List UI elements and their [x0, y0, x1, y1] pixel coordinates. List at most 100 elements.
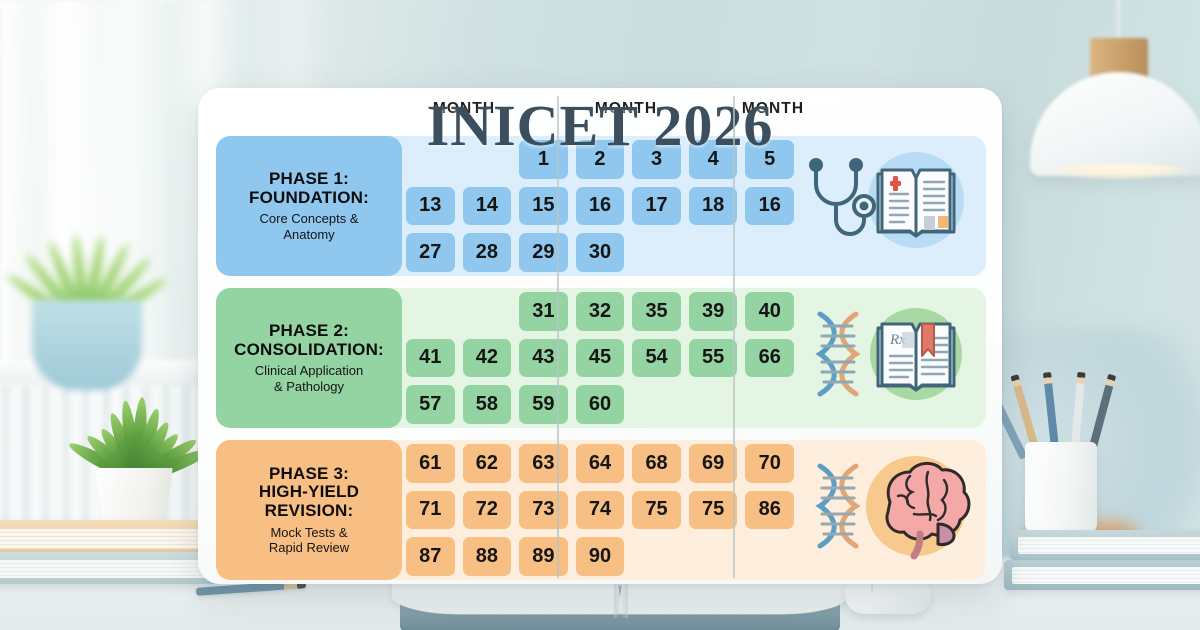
calendar-day-cell[interactable]: 42 — [459, 335, 516, 382]
calendar-day-cell[interactable]: 66 — [741, 335, 798, 382]
calendar-day-cell[interactable]: 86 — [741, 487, 798, 534]
day-chip — [406, 537, 455, 576]
calendar-day-cell[interactable]: 3 — [628, 136, 685, 183]
day-number: 35 — [645, 299, 668, 322]
calendar-day-cell[interactable]: 18 — [685, 183, 742, 230]
day-chip — [519, 444, 568, 483]
calendar-day-cell[interactable]: 16 — [572, 183, 629, 230]
day-chip — [575, 490, 625, 530]
calendar-day-cell[interactable]: 16 — [741, 183, 798, 230]
day-number: 42 — [475, 346, 498, 369]
phase-1-title-line2: FOUNDATION: — [249, 187, 369, 207]
day-number: 75 — [645, 498, 668, 521]
calendar-day-cell[interactable]: 57 — [402, 381, 459, 428]
calendar-day-cell[interactable]: 69 — [685, 440, 742, 487]
day-number: 59 — [532, 393, 555, 416]
calendar-day-cell[interactable]: 32 — [572, 288, 629, 335]
calendar-day-cell[interactable]: 62 — [459, 440, 516, 487]
calendar-day-cell[interactable]: 54 — [628, 335, 685, 382]
calendar-day-cell[interactable]: 64 — [572, 440, 629, 487]
open-book — [390, 552, 850, 630]
day-chip — [406, 338, 455, 378]
day-number: 68 — [645, 451, 668, 474]
day-chip — [688, 338, 738, 378]
day-chip — [688, 444, 738, 483]
calendar-empty-cell — [741, 229, 798, 276]
month-header-row: MONTH MONTH MONTH — [198, 100, 1002, 136]
day-chip — [406, 444, 455, 483]
calendar-day-cell[interactable]: 30 — [572, 229, 629, 276]
day-number: 64 — [588, 451, 612, 474]
calendar-day-cell[interactable]: 87 — [402, 533, 459, 580]
calendar-day-cell[interactable]: 90 — [572, 533, 629, 580]
calendar-day-cell[interactable]: 17 — [628, 183, 685, 230]
phase-band-1: PHASE 1: FOUNDATION: Core Concepts & Ana… — [216, 136, 986, 276]
calendar-day-cell[interactable]: 45 — [572, 335, 629, 382]
day-chip — [575, 292, 625, 331]
calendar-day-cell[interactable]: 89 — [515, 533, 572, 580]
phase-2-title-line1: PHASE 2: — [268, 320, 349, 340]
day-chip — [575, 385, 625, 424]
calendar-day-cell[interactable]: 61 — [402, 440, 459, 487]
calendar-day-cell[interactable]: 1 — [515, 136, 572, 183]
calendar-day-cell[interactable]: 27 — [402, 229, 459, 276]
calendar-empty-cell — [741, 533, 798, 580]
calendar-day-cell[interactable]: 15 — [515, 183, 572, 230]
calendar-empty-cell — [459, 288, 516, 335]
day-chip — [688, 140, 738, 179]
calendar-day-cell[interactable]: 14 — [459, 183, 516, 230]
day-number: 29 — [532, 241, 555, 264]
calendar-day-cell[interactable]: 40 — [741, 288, 798, 335]
calendar-day-cell[interactable]: 13 — [402, 183, 459, 230]
calendar-day-cell[interactable]: 88 — [459, 533, 516, 580]
calendar-day-cell[interactable]: 31 — [515, 288, 572, 335]
calendar-day-cell[interactable]: 29 — [515, 229, 572, 276]
day-chip — [406, 186, 455, 226]
day-chip — [462, 537, 512, 576]
phase-1-label[interactable]: PHASE 1: FOUNDATION: Core Concepts & Ana… — [216, 136, 402, 276]
medical-book-icon — [876, 168, 956, 238]
calendar-day-cell[interactable]: 68 — [628, 440, 685, 487]
calendar-day-cell[interactable]: 43 — [515, 335, 572, 382]
calendar-day-cell[interactable]: 71 — [402, 487, 459, 534]
day-chip — [406, 233, 455, 272]
calendar-day-cell[interactable]: 73 — [515, 487, 572, 534]
day-number: 40 — [758, 299, 781, 322]
calendar-day-cell[interactable]: 4 — [685, 136, 742, 183]
calendar-day-cell[interactable]: 35 — [628, 288, 685, 335]
phase-2-subtitle-line1: Clinical Application — [254, 363, 364, 379]
calendar-day-cell[interactable]: 74 — [572, 487, 629, 534]
phase-3-label[interactable]: PHASE 3: HIGH-YIELD REVISION: Mock Tests… — [216, 440, 402, 580]
left-book-bottom — [0, 552, 218, 584]
calendar-day-cell[interactable]: 60 — [572, 381, 629, 428]
calendar-day-cell[interactable]: 39 — [685, 288, 742, 335]
day-number: 87 — [419, 545, 442, 568]
calendar-day-cell[interactable]: 28 — [459, 229, 516, 276]
calendar-day-cell[interactable]: 2 — [572, 136, 629, 183]
day-chip — [575, 537, 625, 576]
calendar-day-cell[interactable]: 70 — [741, 440, 798, 487]
phase-3-subtitle-line2: Rapid Review — [268, 540, 350, 556]
calendar-empty-cell — [402, 288, 459, 335]
phase-3-subtitle-line1: Mock Tests & — [270, 524, 348, 540]
calendar-day-cell[interactable]: 59 — [515, 381, 572, 428]
calendar-day-cell[interactable]: 75 — [685, 487, 742, 534]
calendar-day-cell[interactable]: 72 — [459, 487, 516, 534]
bookmark-icon — [921, 323, 935, 357]
calendar-day-cell[interactable]: 41 — [402, 335, 459, 382]
pencil-cup — [1025, 442, 1097, 534]
month-separator-1 — [557, 96, 559, 578]
day-number: 3 — [651, 147, 663, 170]
lamp-cord — [1117, 0, 1120, 38]
calendar-day-cell[interactable]: 58 — [459, 381, 516, 428]
day-chip — [745, 233, 794, 272]
day-chip — [575, 140, 625, 179]
phase-band-3: PHASE 3: HIGH-YIELD REVISION: Mock Tests… — [216, 440, 986, 580]
left-book-top — [0, 520, 215, 554]
phase-2-label[interactable]: PHASE 2: CONSOLIDATION: Clinical Applica… — [216, 288, 402, 428]
calendar-day-cell[interactable]: 63 — [515, 440, 572, 487]
calendar-day-cell[interactable]: 5 — [741, 136, 798, 183]
calendar-day-cell[interactable]: 75 — [628, 487, 685, 534]
day-number: 28 — [475, 241, 498, 264]
calendar-day-cell[interactable]: 55 — [685, 335, 742, 382]
